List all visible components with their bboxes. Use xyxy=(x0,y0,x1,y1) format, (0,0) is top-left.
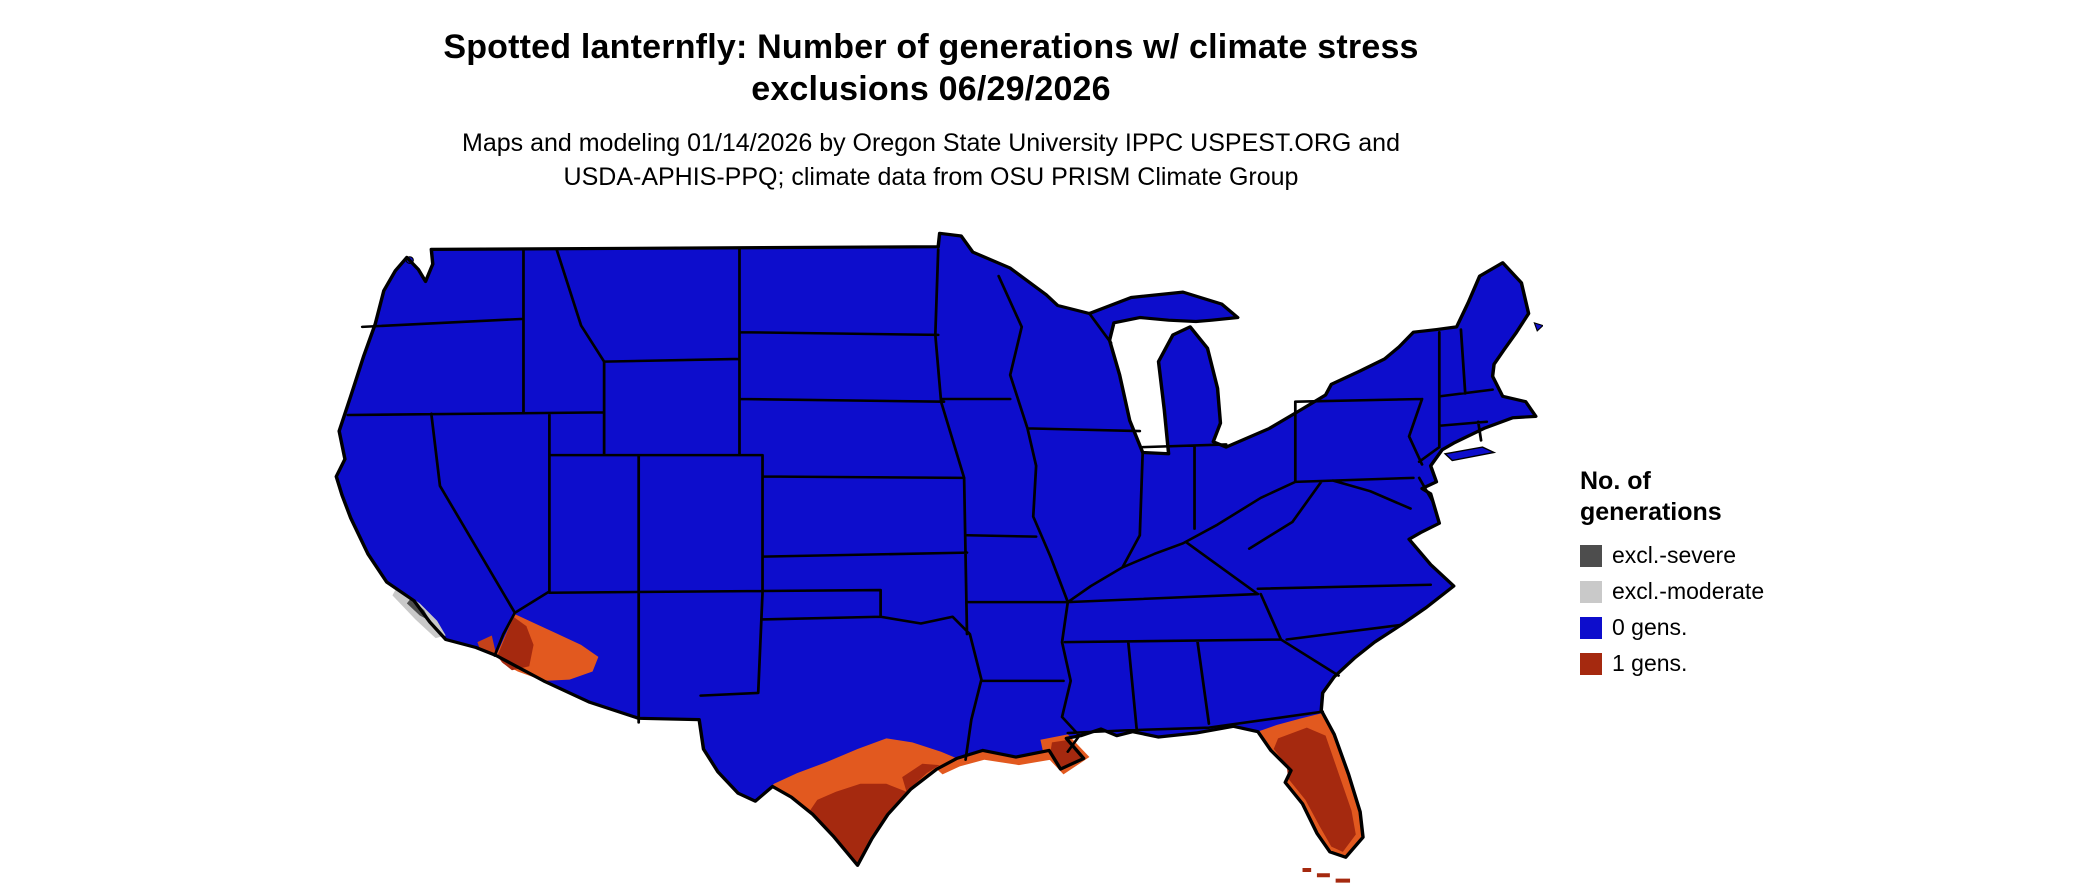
state-borders xyxy=(346,248,1494,762)
region-florida-keys-1gen xyxy=(1302,867,1351,883)
maine-coast-island xyxy=(1533,322,1545,332)
legend-items: excl.-severe excl.-moderate 0 gens. 1 ge… xyxy=(1580,542,1830,677)
legend-label-excl-severe: excl.-severe xyxy=(1612,542,1736,568)
legend-label-1-gens: 1 gens. xyxy=(1612,650,1688,676)
page-title: Spotted lanternfly: Number of generation… xyxy=(0,26,1862,110)
subtitle-line-1: Maps and modeling 01/14/2026 by Oregon S… xyxy=(462,129,1400,157)
legend-title: No. of generations xyxy=(1580,466,1830,528)
legend-swatch-0-gens xyxy=(1580,616,1602,639)
legend-swatch-excl-moderate xyxy=(1580,580,1602,603)
legend-item-excl-moderate: excl.-moderate xyxy=(1580,578,1830,605)
region-arizona-1gen-core xyxy=(497,616,534,671)
subtitle-line-2: USDA-APHIS-PPQ; climate data from OSU PR… xyxy=(563,163,1299,191)
region-florida-1gen-core xyxy=(1273,727,1356,852)
legend-label-0-gens: 0 gens. xyxy=(1612,614,1688,640)
map-legend: No. of generations excl.-severe excl.-mo… xyxy=(1580,466,1830,677)
long-island xyxy=(1443,446,1497,462)
header: Spotted lanternfly: Number of generation… xyxy=(0,26,1862,194)
region-south-texas-1gen-core xyxy=(810,783,907,863)
legend-title-line-1: No. of xyxy=(1580,467,1651,495)
title-line-1: Spotted lanternfly: Number of generation… xyxy=(443,28,1419,66)
legend-label-excl-moderate: excl.-moderate xyxy=(1612,578,1765,604)
legend-swatch-excl-severe xyxy=(1580,544,1602,567)
legend-item-excl-severe: excl.-severe xyxy=(1580,542,1830,569)
legend-item-0-gens: 0 gens. xyxy=(1580,614,1830,641)
title-line-2: exclusions 06/29/2026 xyxy=(751,70,1111,108)
us-map xyxy=(334,231,1545,883)
map-container xyxy=(319,228,1545,892)
legend-swatch-1-gens xyxy=(1580,652,1602,675)
region-texas-coast-1gen-core xyxy=(902,763,940,792)
legend-item-1-gens: 1 gens. xyxy=(1580,650,1830,677)
legend-title-line-2: generations xyxy=(1580,498,1722,526)
page-subtitle: Maps and modeling 01/14/2026 by Oregon S… xyxy=(0,126,1862,194)
